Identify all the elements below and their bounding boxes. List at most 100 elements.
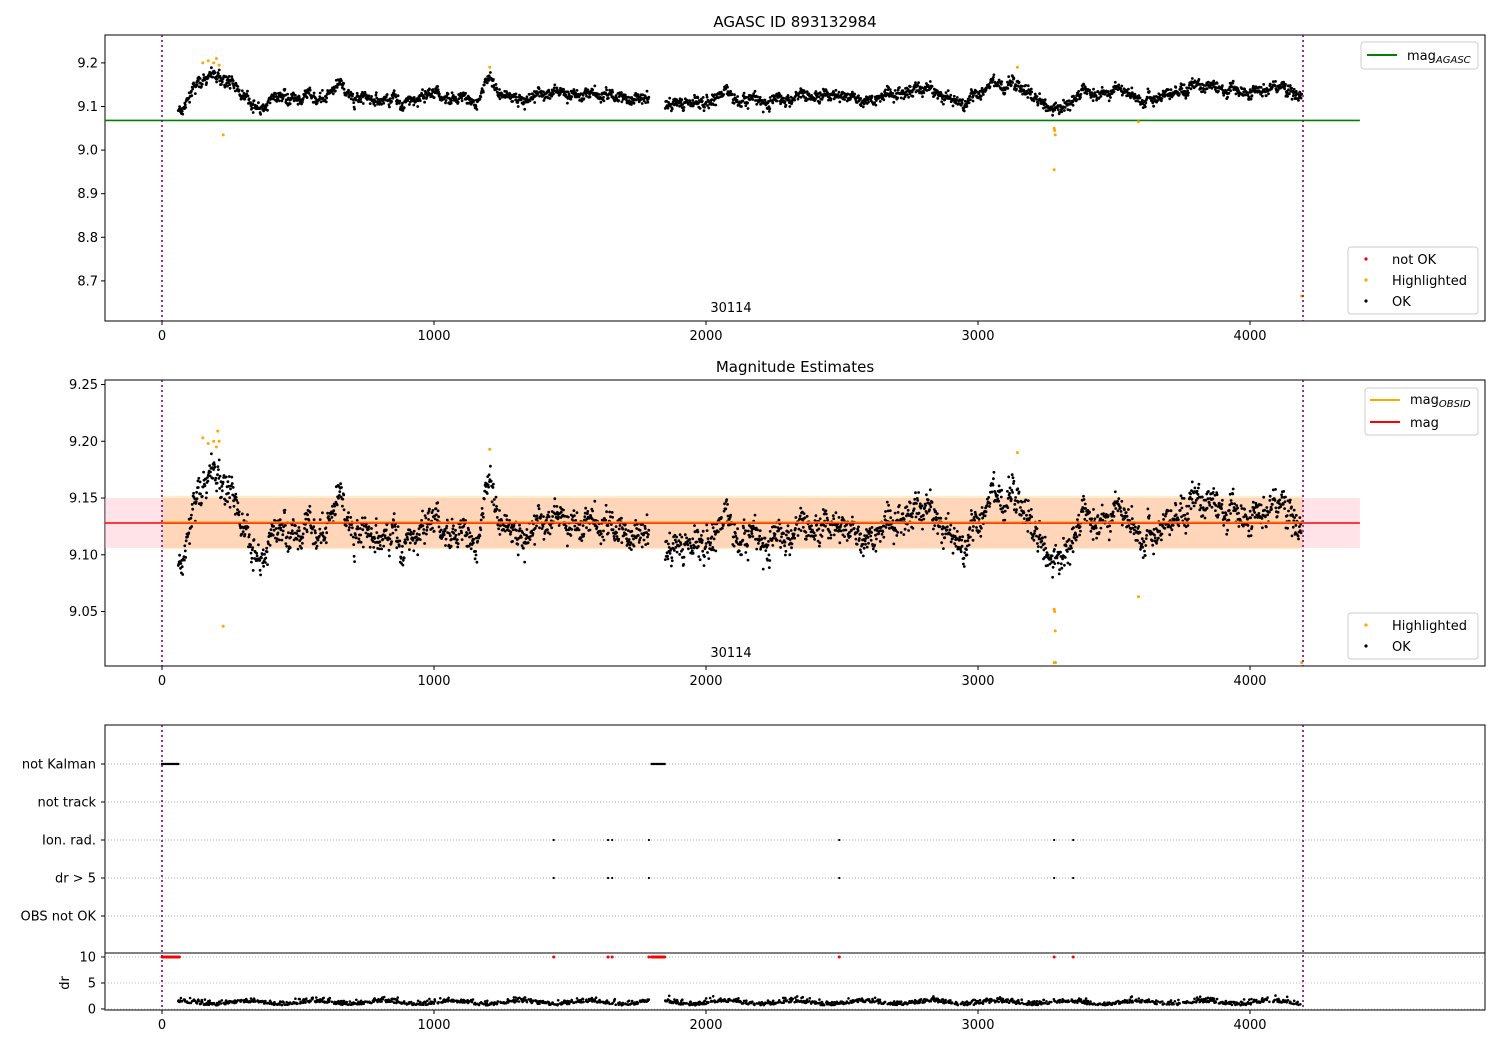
data-point xyxy=(802,512,806,515)
data-point xyxy=(1083,517,1087,521)
data-point xyxy=(639,536,642,540)
data-point xyxy=(817,95,821,98)
data-point xyxy=(712,103,715,106)
data-point xyxy=(612,535,616,538)
data-point xyxy=(773,532,777,536)
data-point xyxy=(783,540,787,544)
data-point xyxy=(1024,84,1028,87)
data-point xyxy=(569,534,573,537)
data-point xyxy=(643,524,647,528)
data-point xyxy=(354,98,358,102)
data-point xyxy=(359,100,363,104)
data-point xyxy=(618,524,622,527)
data-point xyxy=(1195,489,1199,493)
data-point xyxy=(378,547,381,551)
data-point xyxy=(870,526,874,529)
data-point xyxy=(703,105,706,109)
data-point xyxy=(972,515,976,519)
data-point xyxy=(485,81,489,85)
data-point xyxy=(373,550,377,554)
data-point xyxy=(1300,92,1303,96)
data-point xyxy=(477,536,480,540)
data-point xyxy=(1111,510,1115,514)
data-point xyxy=(744,96,748,99)
data-point xyxy=(1099,94,1103,98)
data-point xyxy=(482,515,485,519)
highlighted-point xyxy=(217,63,221,67)
data-point xyxy=(642,99,646,103)
data-point xyxy=(734,532,737,535)
data-point xyxy=(1039,545,1043,549)
data-point xyxy=(492,78,495,81)
data-point xyxy=(804,530,808,534)
data-point xyxy=(370,95,373,98)
data-point xyxy=(1014,496,1017,499)
data-point xyxy=(569,97,573,101)
data-point xyxy=(1144,544,1148,547)
data-point xyxy=(1205,506,1209,510)
data-point xyxy=(843,98,846,101)
data-point xyxy=(472,537,476,541)
data-point xyxy=(1013,499,1017,502)
data-point xyxy=(1160,538,1163,542)
data-point xyxy=(314,547,318,550)
data-point xyxy=(542,90,545,94)
data-point xyxy=(874,549,878,553)
data-point xyxy=(896,511,900,514)
data-point xyxy=(907,529,910,532)
y-tick-label: 8.9 xyxy=(77,187,98,202)
data-point xyxy=(1171,523,1175,527)
data-point xyxy=(1016,84,1020,88)
data-point xyxy=(604,86,608,89)
data-point xyxy=(602,99,606,103)
data-point xyxy=(975,526,978,529)
data-point xyxy=(230,482,234,485)
data-point xyxy=(793,98,796,102)
data-point xyxy=(1041,98,1044,102)
data-point xyxy=(882,535,886,539)
data-point xyxy=(547,90,551,94)
data-point xyxy=(682,555,686,559)
data-point xyxy=(706,104,709,107)
data-point xyxy=(520,544,524,547)
data-point xyxy=(1024,498,1028,502)
data-point xyxy=(395,536,399,540)
data-point xyxy=(1094,524,1098,528)
data-point xyxy=(1070,546,1073,550)
data-point xyxy=(825,516,829,520)
data-point xyxy=(959,103,963,107)
data-point xyxy=(226,500,229,504)
data-point xyxy=(831,514,835,518)
data-point xyxy=(340,486,343,489)
data-point xyxy=(247,97,251,101)
data-point xyxy=(318,91,322,95)
data-point xyxy=(240,89,244,93)
data-point xyxy=(678,533,682,537)
data-point xyxy=(1186,512,1189,516)
data-point xyxy=(1267,92,1270,96)
data-point xyxy=(533,526,537,530)
data-point xyxy=(241,530,245,534)
data-point xyxy=(1096,514,1100,517)
data-point xyxy=(1078,525,1082,528)
data-point xyxy=(1006,489,1009,493)
data-point xyxy=(213,71,217,75)
data-point xyxy=(211,476,215,480)
data-point xyxy=(850,95,853,99)
data-point xyxy=(755,547,759,551)
data-point xyxy=(679,101,683,104)
data-point xyxy=(812,531,816,535)
data-point xyxy=(467,528,470,532)
data-point xyxy=(358,527,362,530)
data-point xyxy=(939,92,943,96)
data-point xyxy=(400,550,404,554)
data-point xyxy=(244,527,248,531)
data-point xyxy=(356,527,360,531)
data-point xyxy=(489,71,492,74)
data-point xyxy=(1063,109,1066,112)
data-point xyxy=(865,545,869,549)
data-point xyxy=(206,479,210,483)
data-point xyxy=(368,545,372,549)
data-point xyxy=(200,82,204,86)
data-point xyxy=(848,534,852,538)
